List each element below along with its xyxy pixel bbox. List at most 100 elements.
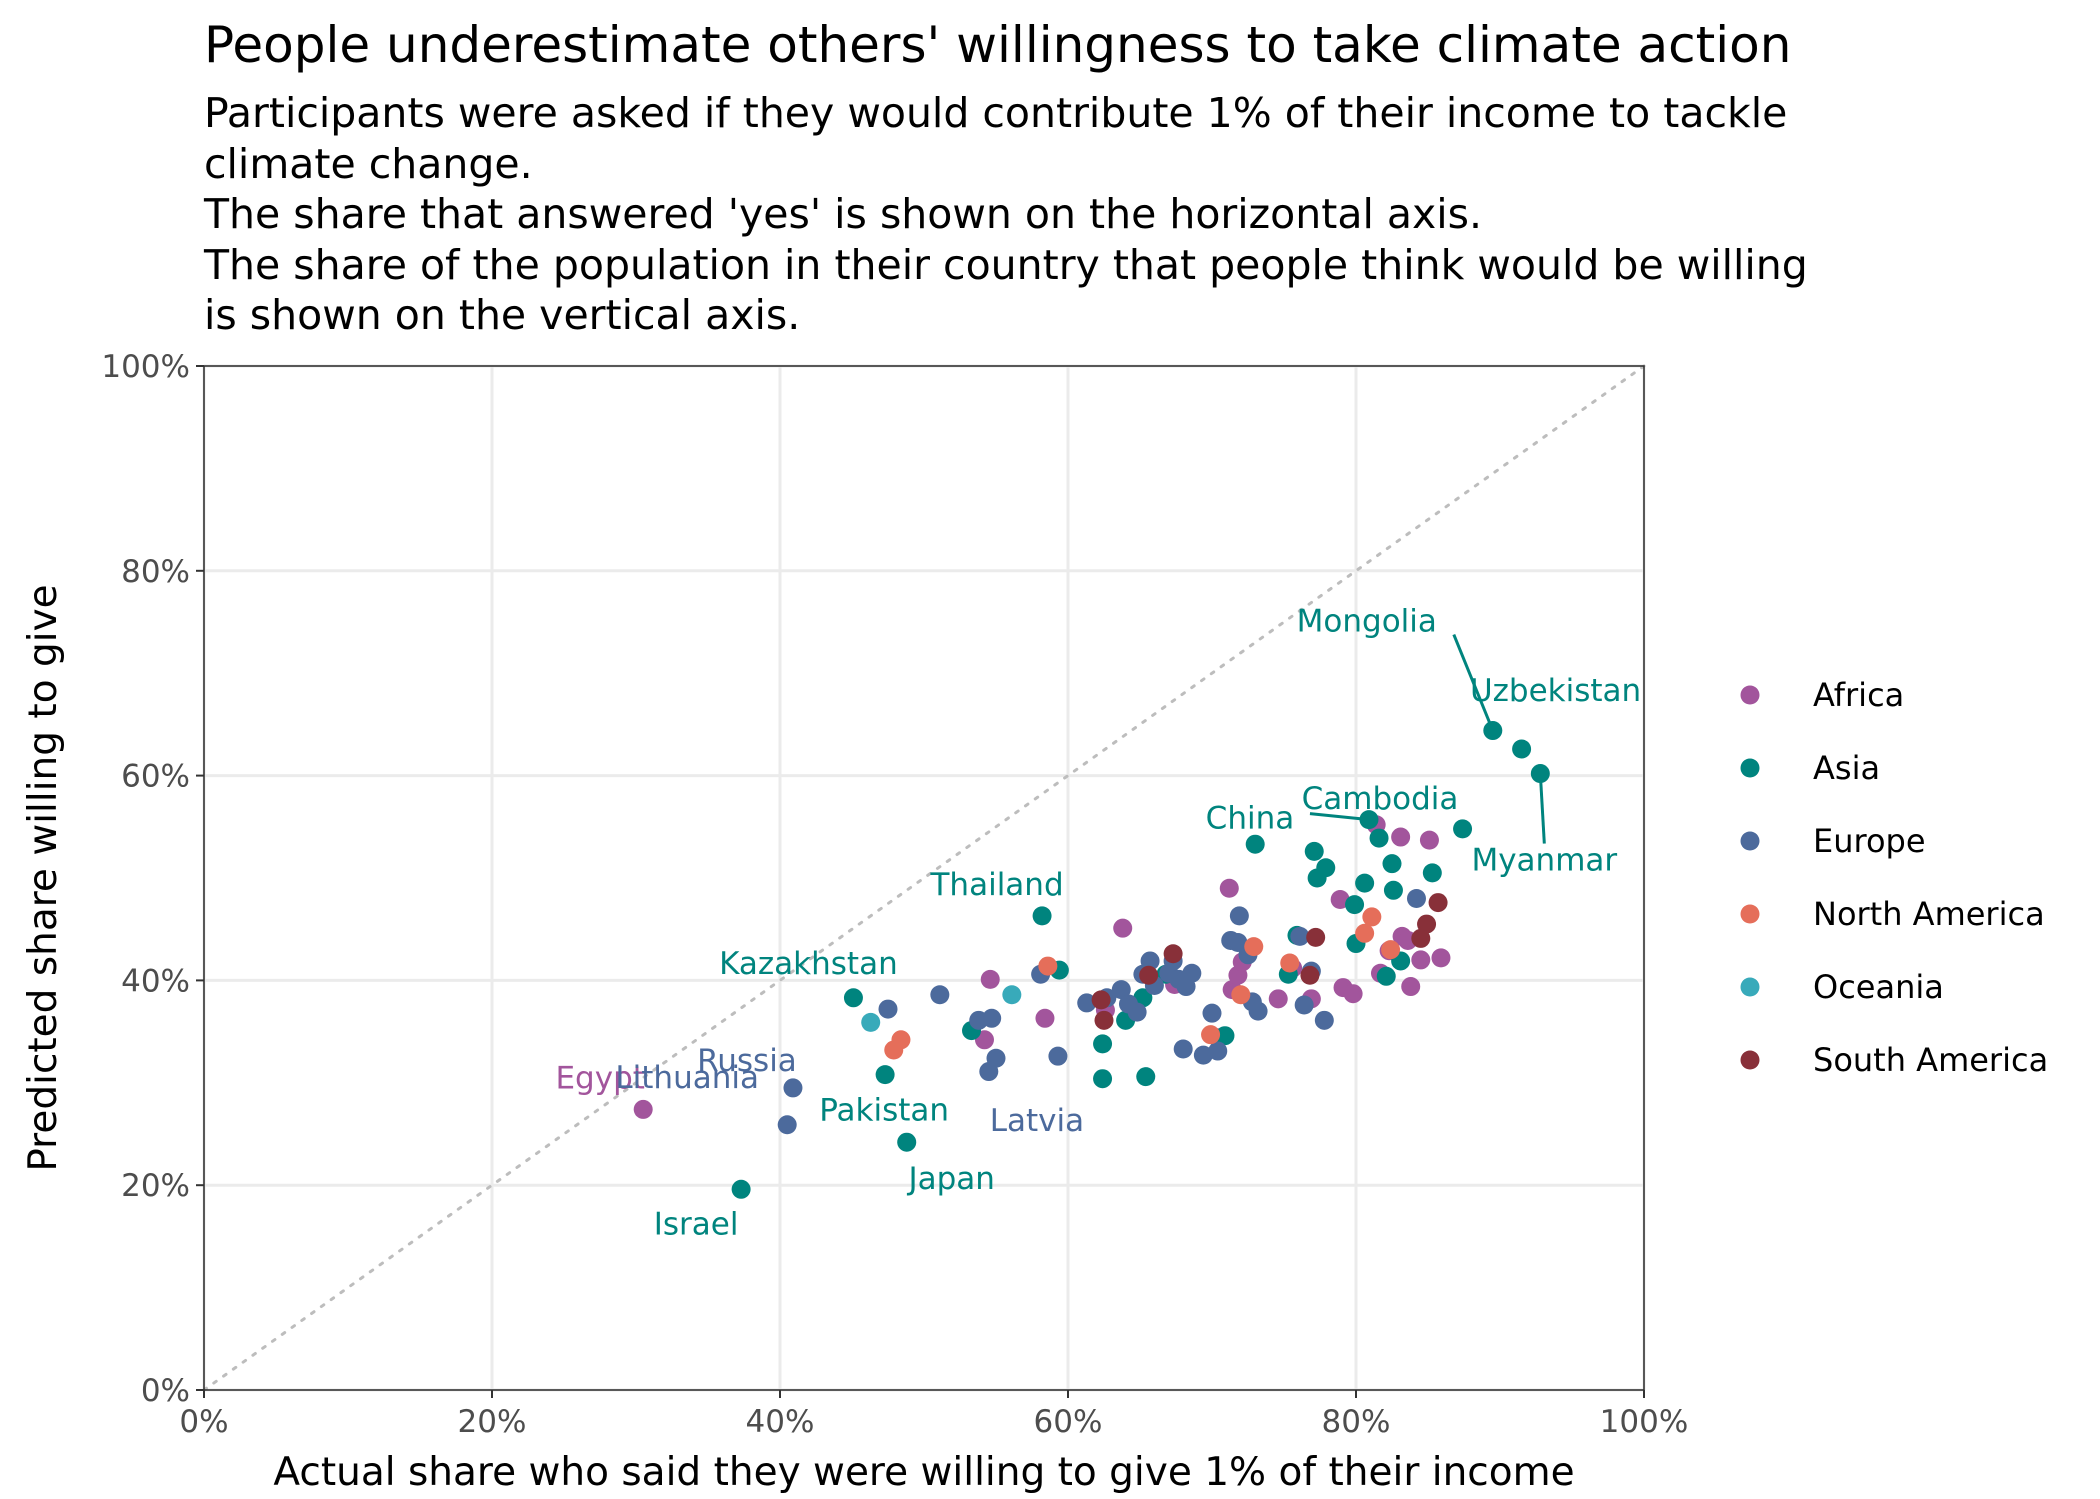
data-points — [633, 721, 1550, 1199]
point-asia — [843, 988, 863, 1008]
point-asia — [1304, 841, 1324, 861]
y-tick-label: 100% — [101, 349, 190, 385]
point-africa — [1113, 918, 1133, 938]
legend: Africa Asia Europe North America Oceania Sout… — [1740, 676, 2048, 1079]
point-africa — [1401, 977, 1421, 997]
legend-label-europe: Europe — [1813, 822, 1926, 860]
point-europe — [1290, 926, 1310, 946]
point-asia — [1245, 834, 1265, 854]
point-europe — [878, 999, 898, 1019]
point-north-america — [1280, 953, 1300, 973]
point-asia — [1382, 854, 1402, 874]
point-europe — [1406, 888, 1426, 908]
point-europe — [1077, 993, 1097, 1013]
point-north-america — [1201, 1025, 1221, 1045]
point-label-lithuania: Lithuania — [615, 1060, 759, 1096]
leader-line-mongolia — [1452, 633, 1495, 732]
x-tick-label: 80% — [1322, 1404, 1391, 1440]
point-label-pakistan: Pakistan — [819, 1093, 949, 1129]
leader-line-china — [1309, 812, 1370, 822]
point-africa — [1035, 1008, 1055, 1028]
legend-label-south-america: South America — [1813, 1041, 2048, 1079]
point-africa — [1268, 989, 1288, 1009]
plot-panel-border — [203, 365, 1645, 1391]
legend-swatch-africa — [1740, 685, 1760, 705]
point-label-mongolia: Mongolia — [1297, 604, 1437, 640]
point-north-america — [1244, 937, 1264, 957]
point-asia — [875, 1065, 895, 1085]
point-asia — [1483, 721, 1503, 741]
point-africa — [1343, 984, 1363, 1004]
point-europe — [982, 1008, 1002, 1028]
point-asia — [1136, 1067, 1156, 1087]
point-label-thailand: Thailand — [930, 867, 1064, 903]
legend-swatch-oceania — [1740, 977, 1760, 997]
point-africa — [1411, 950, 1431, 970]
point-asia — [1530, 764, 1550, 784]
point-europe — [1202, 1003, 1222, 1023]
point-label-myanmar: Myanmar — [1471, 843, 1617, 879]
point-europe — [1229, 906, 1249, 926]
x-axis-label: Actual share who said they were willing … — [273, 1450, 1574, 1495]
point-south-america — [1139, 965, 1159, 985]
subtitle-line: The share of the population in their cou… — [204, 240, 1808, 289]
y-axis-label: Predicted share willing to give — [21, 584, 66, 1171]
point-europe — [783, 1078, 803, 1098]
point-asia — [1512, 739, 1532, 759]
point-asia — [1032, 906, 1052, 926]
point-europe — [1048, 1046, 1068, 1066]
point-asia — [1383, 880, 1403, 900]
point-label-latvia: Latvia — [990, 1103, 1084, 1139]
legend-swatch-asia — [1740, 758, 1760, 778]
point-asia — [1093, 1034, 1113, 1054]
x-tick-label: 100% — [1600, 1404, 1689, 1440]
chart-subtitle: Participants were asked if they would co… — [204, 88, 2084, 341]
point-asia — [1376, 966, 1396, 986]
point-oceania — [1002, 985, 1022, 1005]
point-europe — [1193, 1045, 1213, 1065]
point-asia — [731, 1179, 751, 1199]
point-africa — [633, 1099, 653, 1119]
x-tick-label: 60% — [1034, 1404, 1103, 1440]
point-north-america — [1381, 940, 1401, 960]
legend-swatch-europe — [1740, 831, 1760, 851]
y-tick-label: 20% — [121, 1168, 190, 1204]
point-europe — [1248, 1001, 1268, 1021]
point-europe — [1208, 1041, 1228, 1061]
point-europe — [777, 1115, 797, 1135]
point-south-america — [1411, 928, 1431, 948]
subtitle-line: The share that answered 'yes' is shown o… — [204, 190, 1483, 238]
y-tick-label: 80% — [121, 554, 190, 590]
point-europe — [1294, 995, 1314, 1015]
point-oceania — [861, 1012, 881, 1032]
point-south-america — [1306, 927, 1326, 947]
point-europe — [930, 985, 950, 1005]
x-tick-label: 0% — [179, 1404, 228, 1440]
point-north-america — [1038, 956, 1058, 976]
point-north-america — [1362, 907, 1382, 927]
point-asia — [1369, 828, 1389, 848]
x-tick-label: 20% — [458, 1404, 527, 1440]
point-africa — [1330, 890, 1350, 910]
point-africa — [1219, 878, 1239, 898]
point-asia — [897, 1132, 917, 1152]
legend-swatch-north-america — [1740, 904, 1760, 924]
point-north-america — [1355, 923, 1375, 943]
point-asia — [1215, 1026, 1235, 1046]
point-europe — [1111, 980, 1131, 1000]
x-tick-label: 40% — [746, 1404, 815, 1440]
point-asia — [1355, 873, 1375, 893]
point-europe — [1314, 1010, 1334, 1030]
point-africa — [980, 969, 1000, 989]
y-tick-label: 40% — [121, 963, 190, 999]
point-label-kazakhstan: Kazakhstan — [719, 946, 898, 982]
legend-label-north-america: North America — [1813, 895, 2045, 933]
point-asia — [1345, 895, 1365, 915]
point-south-america — [1091, 990, 1111, 1010]
point-label-japan: Japan — [906, 1161, 994, 1197]
point-south-america — [1300, 965, 1320, 985]
point-africa — [1419, 830, 1439, 850]
point-label-china: China — [1206, 801, 1295, 837]
